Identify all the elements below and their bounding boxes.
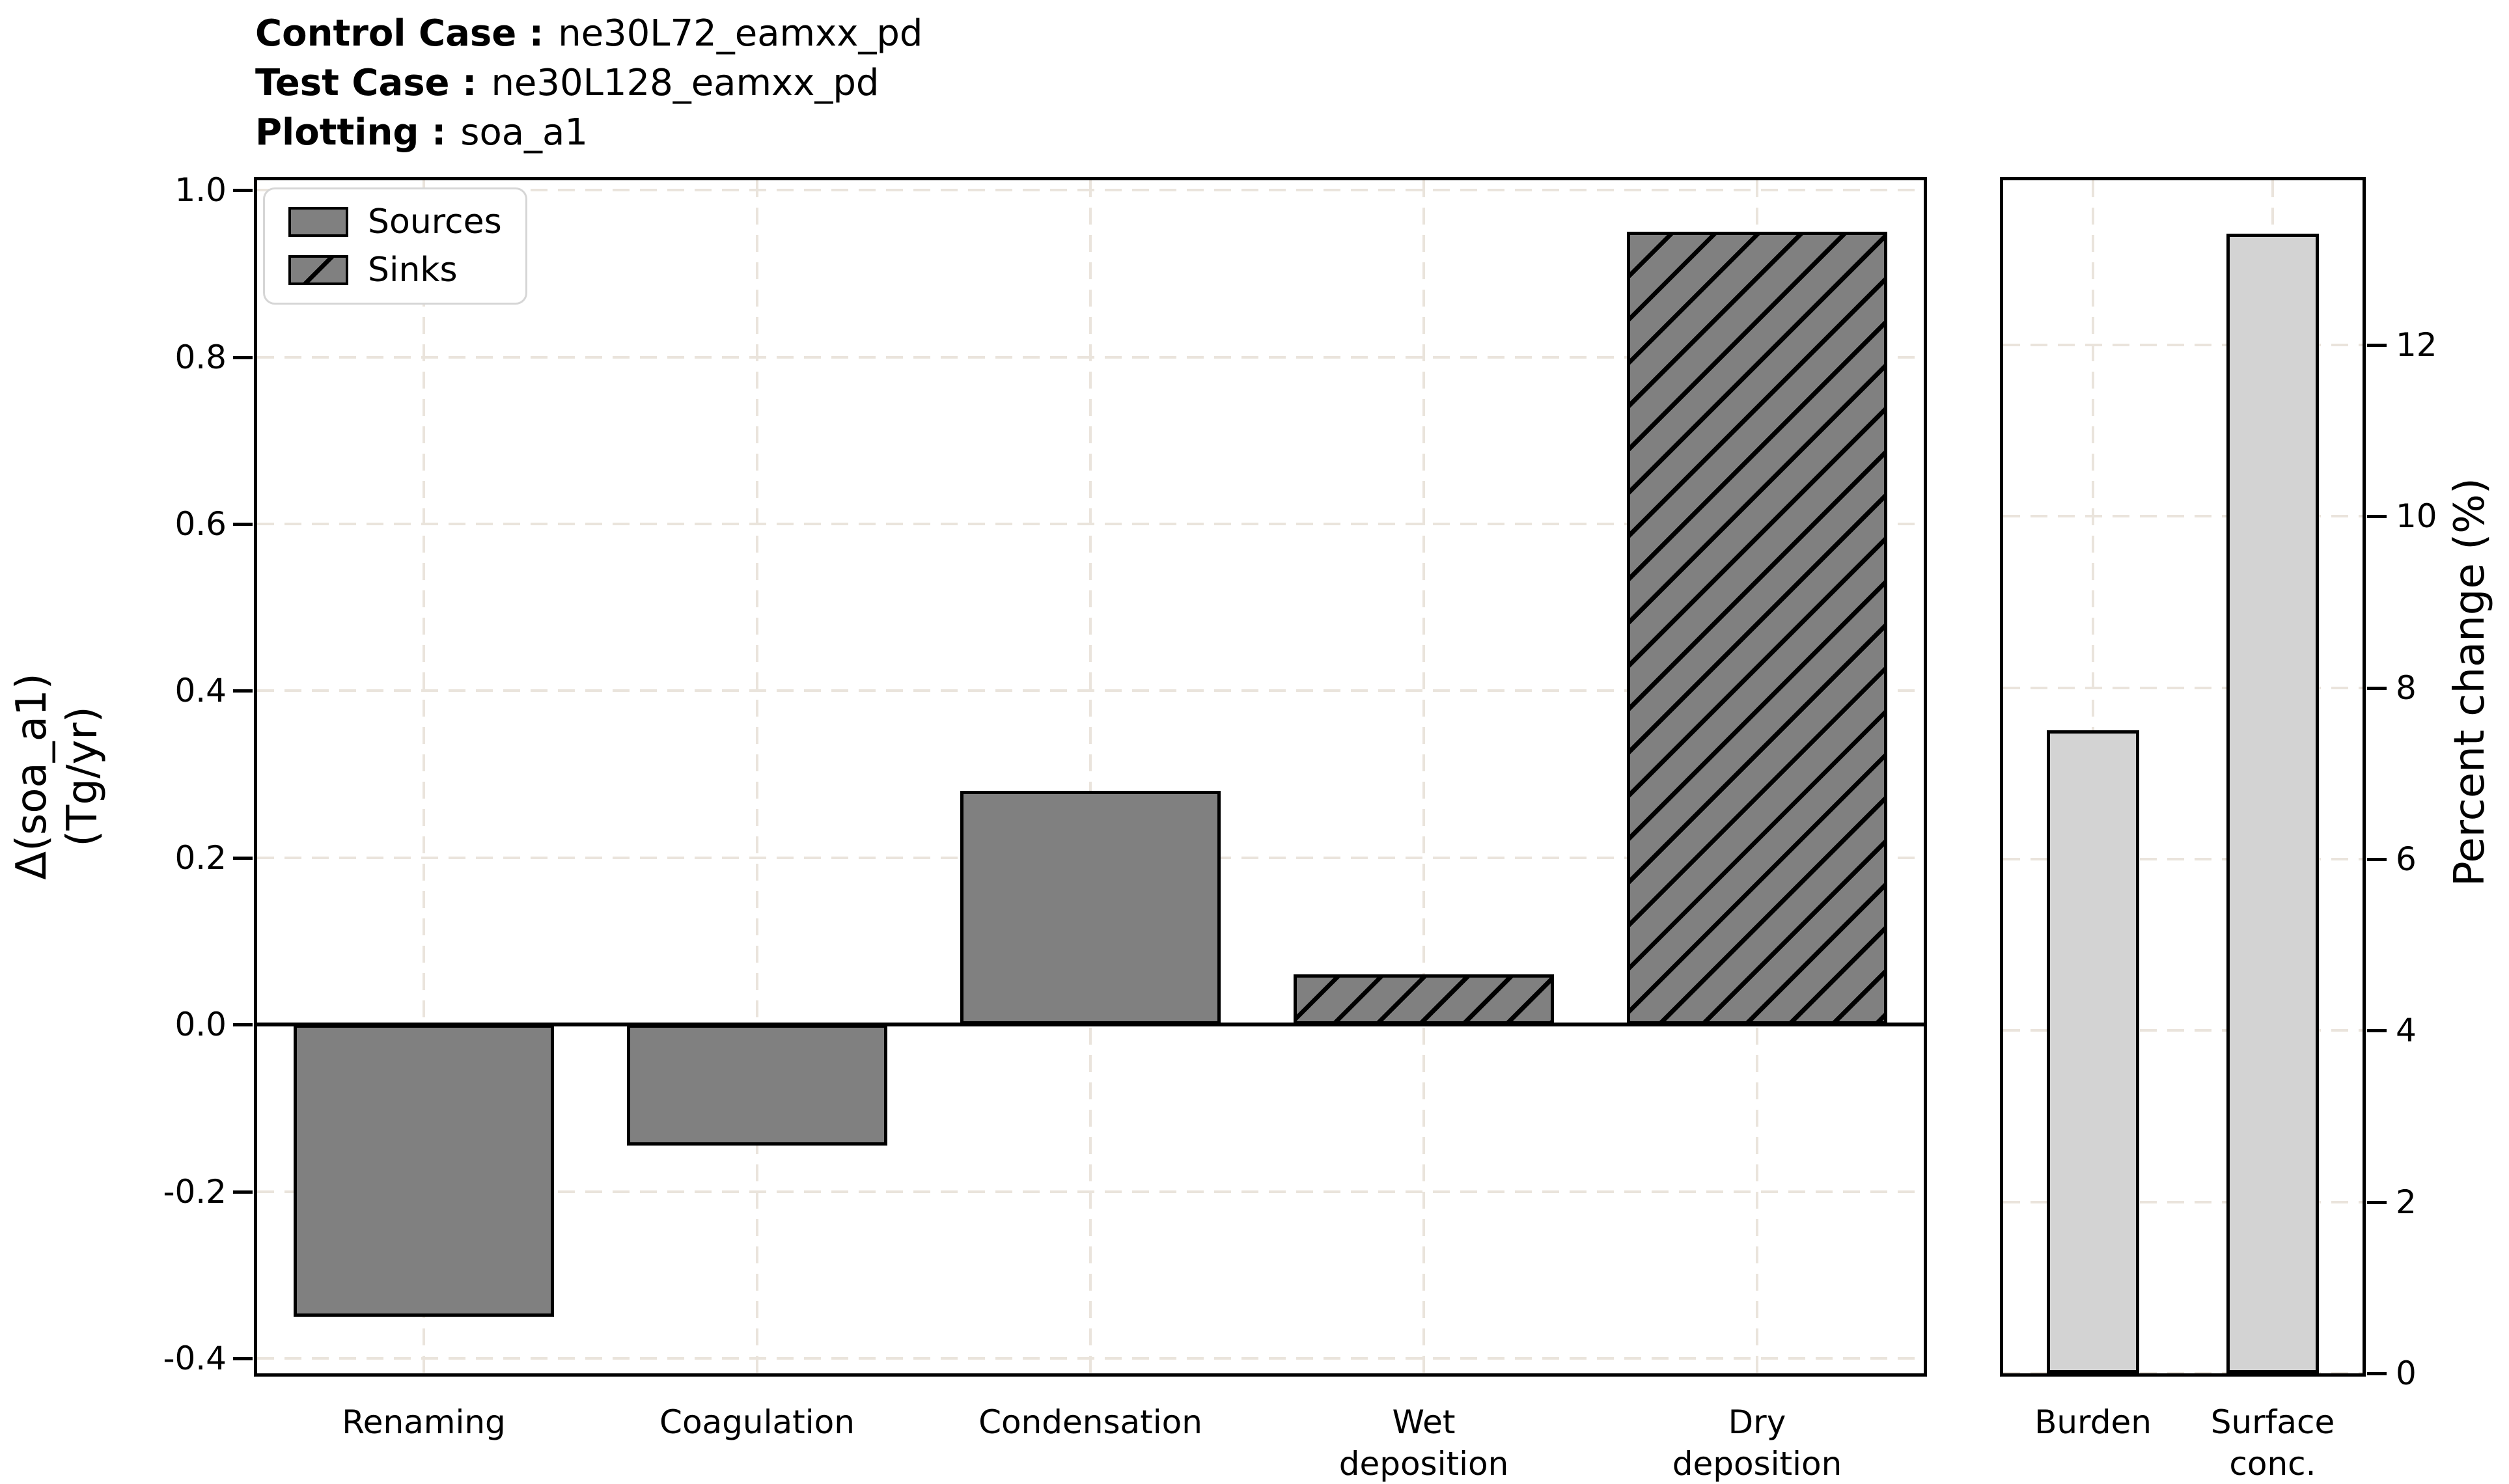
sources-swatch-icon: [288, 207, 348, 237]
sinks-swatch-icon: [288, 255, 348, 285]
x-tick-label-line: Burden: [2034, 1403, 2152, 1441]
y-tick-label: -0.4: [163, 1339, 227, 1377]
y-tick-mark: [2367, 857, 2387, 861]
bar-wet-deposition: [1294, 974, 1554, 1025]
legend-label-sinks: Sinks: [368, 251, 458, 290]
x-tick-label-line: Dry: [1728, 1403, 1786, 1441]
x-tick-label-coagulation: Coagulation: [659, 1401, 855, 1443]
x-tick-label-surface-conc: Surface conc.: [2211, 1401, 2335, 1484]
bar-burden: [2047, 730, 2139, 1373]
y-tick-label: 0.4: [174, 672, 227, 710]
x-tick-label-line: Surface: [2210, 1403, 2335, 1441]
y-tick-label: 1.0: [174, 171, 227, 210]
x-tick-label-line: Renaming: [342, 1403, 506, 1441]
y-tick-label: 0.2: [174, 838, 227, 877]
gridline-h: [2003, 1029, 2363, 1032]
right-y-axis-title: Percent change (%): [2445, 478, 2495, 886]
y-tick-mark: [2367, 343, 2387, 347]
y-tick-mark: [233, 1023, 253, 1027]
test-case-line: Test Case : ne30L128_eamxx_pd: [255, 59, 922, 108]
y-tick-mark: [233, 689, 253, 693]
y-tick-label: 0.0: [174, 1006, 227, 1044]
y-tick-mark: [233, 355, 253, 359]
left-y-axis-title-line1: Δ(soa_a1): [8, 673, 56, 880]
gridline-h: [2003, 515, 2363, 518]
legend-row-sinks: Sinks: [288, 252, 502, 288]
y-tick-label: 2: [2396, 1183, 2417, 1221]
test-case-label: Test Case :: [255, 62, 477, 104]
gridline-h: [2003, 686, 2363, 689]
y-tick-mark: [2367, 515, 2387, 519]
gridline-v: [1422, 180, 1425, 1373]
y-tick-label: 6: [2396, 840, 2417, 878]
gridline-v: [1089, 180, 1092, 1373]
y-tick-mark: [233, 1190, 253, 1194]
y-tick-label: 0: [2396, 1354, 2417, 1392]
bar-surface-conc: [2226, 233, 2319, 1373]
y-tick-label: -0.2: [163, 1172, 227, 1211]
right-y-axis-title-text: Percent change (%): [2446, 478, 2494, 886]
legend-row-sources: Sources: [288, 204, 502, 240]
left-chart-panel: [254, 177, 1927, 1377]
figure-header: Control Case : ne30L72_eamxx_pd Test Case…: [255, 9, 922, 158]
x-tick-label-line: Condensation: [978, 1403, 1202, 1441]
y-tick-mark: [233, 1356, 253, 1360]
right-chart-panel: [2000, 177, 2366, 1377]
gridline-v: [423, 180, 425, 1373]
control-case-value: ne30L72_eamxx_pd: [558, 12, 923, 55]
gridline-v: [756, 180, 758, 1373]
gridline-h: [2003, 343, 2363, 346]
y-tick-mark: [233, 856, 253, 860]
y-tick-mark: [2367, 1372, 2387, 1375]
y-tick-mark: [233, 523, 253, 527]
y-tick-label: 8: [2396, 668, 2417, 707]
x-tick-label-line: Coagulation: [659, 1403, 855, 1441]
x-tick-label-dry-deposition: Dry deposition: [1672, 1401, 1842, 1484]
x-tick-label-line: deposition: [1672, 1445, 1842, 1483]
y-tick-mark: [2367, 1029, 2387, 1033]
x-tick-label-line: conc.: [2229, 1445, 2316, 1483]
x-tick-label-burden: Burden: [2034, 1401, 2152, 1443]
legend-label-sources: Sources: [368, 202, 502, 241]
control-case-line: Control Case : ne30L72_eamxx_pd: [255, 9, 922, 59]
y-tick-mark: [233, 189, 253, 193]
plotting-line: Plotting : soa_a1: [255, 108, 922, 158]
bar-dry-deposition: [1627, 232, 1887, 1025]
x-tick-label-renaming: Renaming: [342, 1401, 506, 1443]
bar-coagulation: [627, 1024, 887, 1146]
y-tick-label: 10: [2396, 497, 2437, 536]
y-tick-label: 0.8: [174, 338, 227, 376]
y-tick-label: 12: [2396, 325, 2437, 364]
bar-condensation: [960, 791, 1221, 1025]
plotting-value: soa_a1: [460, 111, 588, 154]
y-tick-mark: [2367, 686, 2387, 690]
gridline-h: [2003, 857, 2363, 860]
x-tick-label-line: Wet: [1392, 1403, 1456, 1441]
legend-box: Sources Sinks: [263, 187, 527, 305]
test-case-value: ne30L128_eamxx_pd: [491, 62, 880, 104]
plotting-label: Plotting :: [255, 111, 447, 154]
gridline-h: [2003, 1200, 2363, 1203]
x-tick-label-wet-deposition: Wet deposition: [1339, 1401, 1509, 1484]
y-tick-label: 0.6: [174, 505, 227, 543]
x-tick-label-line: deposition: [1338, 1445, 1509, 1483]
bar-renaming: [294, 1024, 554, 1317]
y-tick-label: 4: [2396, 1011, 2417, 1050]
x-tick-label-condensation: Condensation: [978, 1401, 1202, 1443]
control-case-label: Control Case :: [255, 12, 544, 55]
y-tick-mark: [2367, 1200, 2387, 1204]
zero-line: [257, 1023, 1924, 1027]
